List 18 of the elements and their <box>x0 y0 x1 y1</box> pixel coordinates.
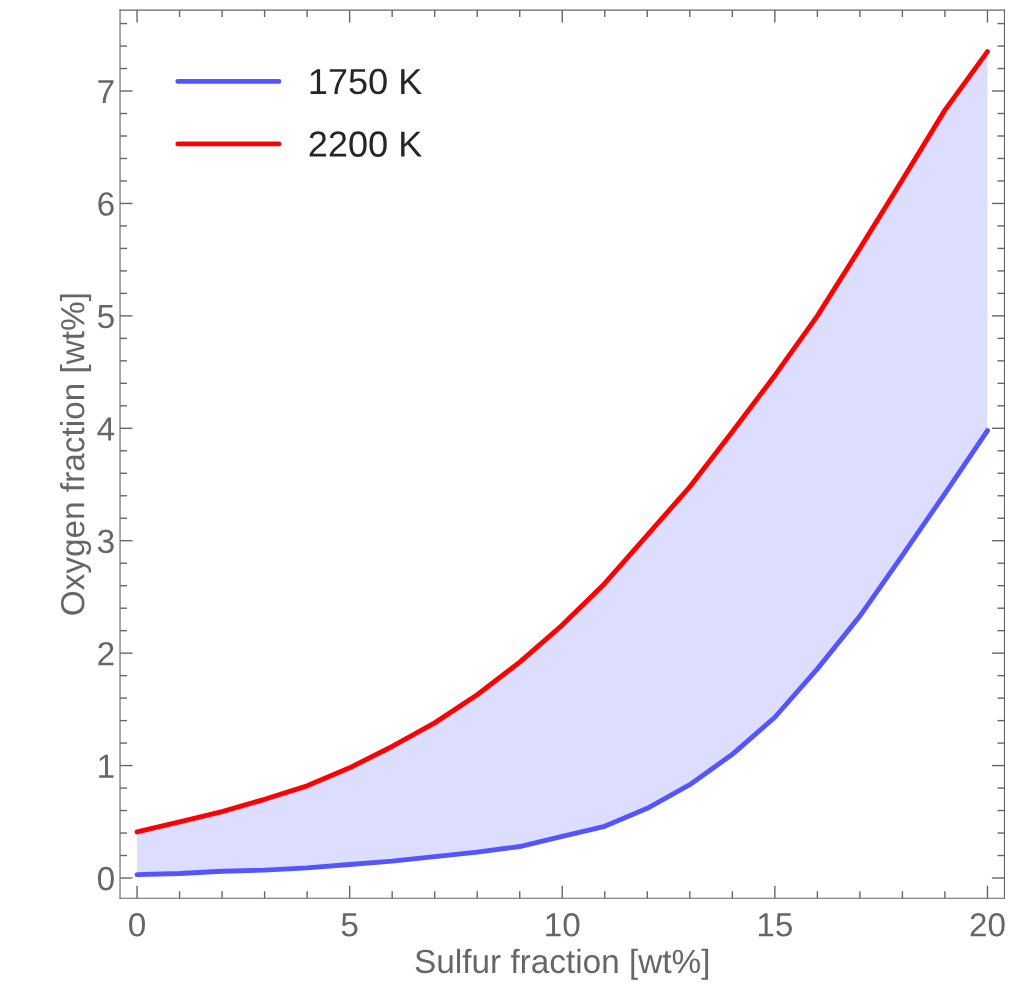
line-series <box>134 428 990 878</box>
x-tick-label: 20 <box>970 913 1005 937</box>
x-axis-title: Sulfur fraction [wt%] <box>415 948 709 980</box>
y-tick-label: 4 <box>97 417 115 441</box>
y-tick-label: 7 <box>98 80 114 104</box>
y-tick-label: 5 <box>97 305 114 329</box>
y-tick-label: 6 <box>98 192 114 216</box>
legend-label: 1750 K <box>310 68 422 95</box>
y-tick-label: 2 <box>98 641 114 666</box>
y-tick-label: 3 <box>97 529 114 554</box>
y-tick-label: 0 <box>97 866 114 891</box>
y-axis-title: Oxygen fraction [wt%] <box>60 294 92 615</box>
x-tick-label: 15 <box>758 913 792 937</box>
y-tick-label: 1 <box>99 754 114 778</box>
legend-label: 2200 K <box>309 131 422 157</box>
x-tick-label: 5 <box>341 913 358 937</box>
x-tick-label: 0 <box>129 913 146 937</box>
x-tick-label: 10 <box>546 913 580 937</box>
